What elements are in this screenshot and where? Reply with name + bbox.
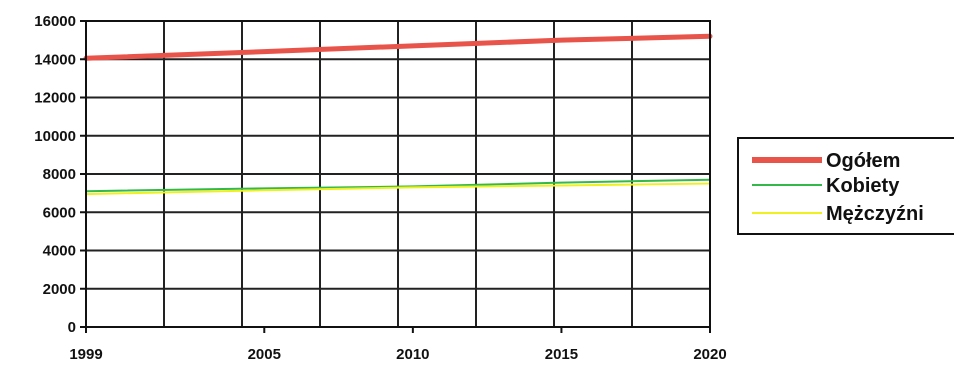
y-tick-label: 6000 — [43, 204, 76, 221]
legend: Ogółem Kobiety Mężczyźni — [737, 137, 954, 235]
y-tick-label: 16000 — [34, 13, 76, 30]
series-line-mezczyzni — [85, 182, 711, 196]
y-tick-label: 2000 — [43, 281, 76, 298]
y-tick-label: 12000 — [34, 90, 76, 107]
x-tick-label: 2015 — [545, 346, 578, 363]
y-tick-label: 8000 — [43, 166, 76, 183]
y-tick-label: 4000 — [43, 243, 76, 260]
axes: 0 2000 4000 6000 8000 10000 12000 14000 16000 199… — [34, 13, 726, 363]
series-lines — [83, 33, 713, 196]
x-tick-label: 2020 — [693, 346, 726, 363]
x-tick-label: 2010 — [396, 346, 429, 363]
x-tick-label: 1999 — [69, 346, 102, 363]
y-tick-label: 14000 — [34, 51, 76, 68]
series-line-ogolem — [83, 33, 713, 61]
legend-label-kobiety: Kobiety — [826, 175, 900, 197]
y-tick-label: 10000 — [34, 128, 76, 145]
legend-label-ogolem: Ogółem — [826, 150, 900, 172]
legend-label-mezczyzni: Mężczyźni — [826, 203, 924, 225]
x-tick-label: 2005 — [248, 346, 281, 363]
gridlines — [86, 20, 710, 328]
y-tick-label: 0 — [68, 319, 76, 336]
